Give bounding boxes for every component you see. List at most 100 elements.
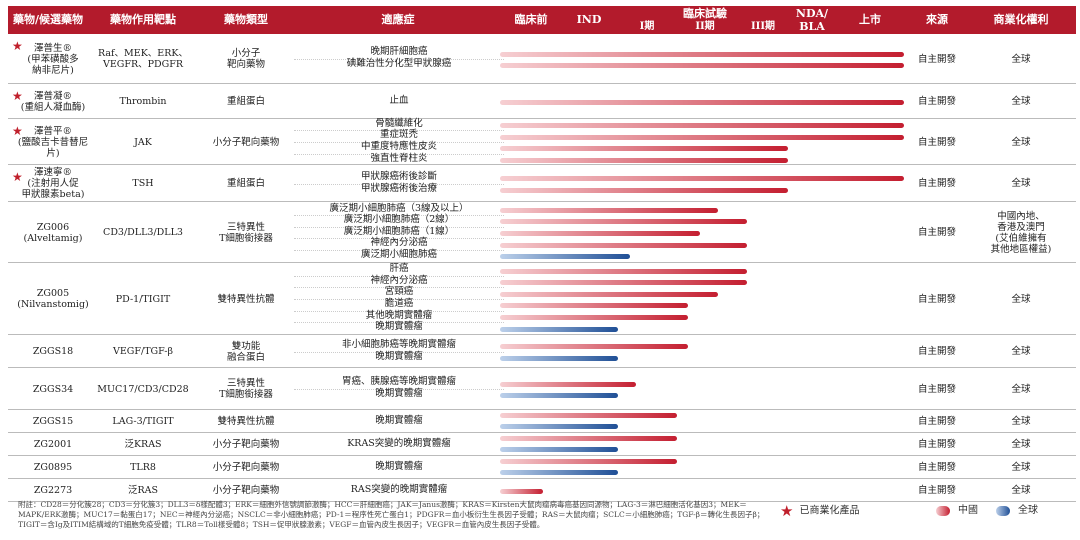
- drug-target: 泛KRAS: [124, 439, 162, 450]
- commercial-rights: 中國內地、 香港及澳門 (艾伯維擁有 其他地區權益): [990, 210, 1052, 255]
- row-divider: [8, 501, 1076, 502]
- pipeline-row: ZG005 (Nilvanstomig) PD-1/TIGIT 雙特異性抗體 自主開發…: [8, 263, 1076, 335]
- indication-separator: [294, 183, 504, 185]
- drug-target: Thrombin: [119, 96, 167, 107]
- header-nda: NDA/ BLA: [795, 7, 829, 33]
- indication-separator: [294, 153, 504, 155]
- drug-name: ZG005 (Nilvanstomig): [17, 288, 89, 310]
- global-progress-bar: [500, 446, 619, 452]
- row-divider: [8, 478, 1076, 479]
- china-progress-bar: [500, 123, 905, 129]
- legend-global-swatch: [996, 505, 1010, 516]
- china-progress-bar: [500, 280, 747, 286]
- legend-star-label: 已商業化產品: [799, 505, 860, 517]
- china-progress-bar: [500, 381, 636, 387]
- indication-separator: [294, 130, 504, 132]
- drug-target: JAK: [134, 136, 152, 148]
- indication-separator: [294, 275, 504, 277]
- drug-target: Raf、MEK、ERK、 VEGFR、PDGFR: [98, 48, 188, 70]
- indication-label: KRAS突變的晚期實體瘤: [347, 437, 451, 449]
- drug-type: 雙特異性抗體: [217, 293, 275, 305]
- china-progress-bar: [500, 412, 677, 418]
- drug-type: 小分子靶向藥物: [212, 136, 280, 148]
- indication-separator: [294, 142, 504, 143]
- star-icon: ★: [12, 170, 23, 184]
- commercial-rights: 全球: [1011, 383, 1031, 395]
- pipeline-row: ZGGS15 LAG-3/TIGIT 雙特異性抗體 自主開發 全球 晚期實體瘤: [8, 410, 1076, 433]
- drug-target: PD-1/TIGIT: [115, 293, 171, 305]
- indication-label: 強直性脊柱炎: [370, 152, 428, 164]
- indication-label: 甲狀腺癌術後診斷: [360, 170, 437, 182]
- legend-china-label: 中國: [958, 505, 978, 516]
- indication-label: 晚期實體瘤: [375, 388, 423, 399]
- drug-type: 重組蛋白: [226, 178, 265, 189]
- commercial-rights: 全球: [1011, 136, 1031, 148]
- drug-source: 自主開發: [917, 346, 956, 357]
- row-divider: [8, 118, 1076, 119]
- footnote: 附註：CD28＝分化簇28；CD3＝分化簇3；DLL3＝δ樣配體3；ERK＝細胞…: [18, 500, 765, 529]
- header-indication: 適應症: [381, 13, 415, 26]
- global-progress-bar: [500, 254, 631, 260]
- header-type: 藥物類型: [224, 13, 268, 26]
- china-progress-bar: [500, 219, 747, 225]
- header-phase3: III期: [750, 21, 776, 32]
- header-rights: 商業化權利: [993, 13, 1049, 26]
- drug-type: 重組蛋白: [226, 96, 265, 107]
- indication-label: 碘難治性分化型甲狀腺癌: [346, 58, 452, 69]
- drug-source: 自主開發: [917, 227, 956, 238]
- indication-label: 廣泛期小細胞肺癌（2線）: [343, 214, 455, 226]
- drug-name: ZG0895: [33, 462, 73, 473]
- legend-global-label: 全球: [1018, 505, 1038, 516]
- china-progress-bar: [500, 134, 905, 140]
- drug-name: ZG006 (Alveltamig): [23, 221, 83, 244]
- china-progress-bar: [500, 63, 905, 69]
- row-divider: [8, 83, 1076, 84]
- indication-separator: [294, 351, 504, 353]
- indication-separator: [294, 249, 504, 251]
- pipeline-row: ZG2001 泛KRAS 小分子靶向藥物 自主開發 全球 KRAS突變的晚期實體瘤: [8, 433, 1076, 456]
- indication-separator: [294, 299, 504, 300]
- drug-type: 雙特異性抗體: [217, 416, 275, 427]
- global-progress-bar: [500, 355, 619, 361]
- commercial-rights: 全球: [1011, 439, 1031, 450]
- china-progress-bar: [500, 51, 905, 57]
- china-progress-bar: [500, 242, 747, 248]
- indication-label: 骨髓纖維化: [375, 117, 423, 129]
- row-divider: [8, 367, 1076, 368]
- pipeline-row: ★ 澤普凝® (重組人凝血酶) Thrombin 重組蛋白 自主開發 全球 止血: [8, 84, 1076, 119]
- indication-separator: [294, 59, 504, 60]
- indication-separator: [294, 310, 504, 312]
- indication-label: 晚期實體瘤: [375, 350, 423, 362]
- indication-separator: [294, 215, 504, 217]
- indication-label: 廣泛期小細胞肺癌: [360, 248, 437, 260]
- legend-china-swatch: [936, 505, 950, 516]
- indication-separator: [294, 238, 504, 240]
- china-progress-bar: [500, 207, 718, 213]
- drug-type: 小分子 靶向藥物: [226, 48, 265, 70]
- header-phase1: I期: [639, 21, 655, 32]
- drug-name: ZG2001: [33, 439, 73, 450]
- header-drug: 藥物/候選藥物: [12, 13, 84, 26]
- indication-label: 甲狀腺癌術後治療: [360, 182, 437, 194]
- indication-label: 非小細胞肺癌等晚期實體瘤: [341, 338, 456, 350]
- china-progress-bar: [500, 489, 543, 494]
- indication-label: 重症斑禿: [379, 129, 418, 141]
- china-progress-bar: [500, 157, 788, 163]
- indication-label: 晚期實體瘤: [375, 460, 423, 472]
- header-clinical: 臨床試驗: [683, 7, 727, 20]
- drug-name: 澤普平® (鹽酸吉卡昔替尼片): [17, 125, 89, 159]
- china-progress-bar: [500, 458, 677, 464]
- china-progress-bar: [500, 344, 689, 350]
- row-divider: [8, 164, 1076, 165]
- indication-label: 膽道癌: [384, 298, 414, 309]
- pipeline-row: ZG006 (Alveltamig) CD3/DLL3/DLL3 三特異性 T細胞銜…: [8, 202, 1076, 263]
- indication-separator: [294, 389, 504, 390]
- indication-label: 晚期實體瘤: [375, 321, 423, 333]
- global-progress-bar: [500, 469, 619, 475]
- pipeline-row: ZG2273 泛RAS 小分子靶向藥物 自主開發 全球 RAS突變的晚期實體瘤: [8, 479, 1076, 502]
- drug-source: 自主開發: [917, 293, 956, 305]
- drug-name: 澤速寧® (注射用人促 甲狀腺素beta): [21, 167, 85, 200]
- commercial-rights: 全球: [1011, 346, 1031, 357]
- indication-separator: [294, 322, 504, 324]
- global-progress-bar: [500, 393, 619, 399]
